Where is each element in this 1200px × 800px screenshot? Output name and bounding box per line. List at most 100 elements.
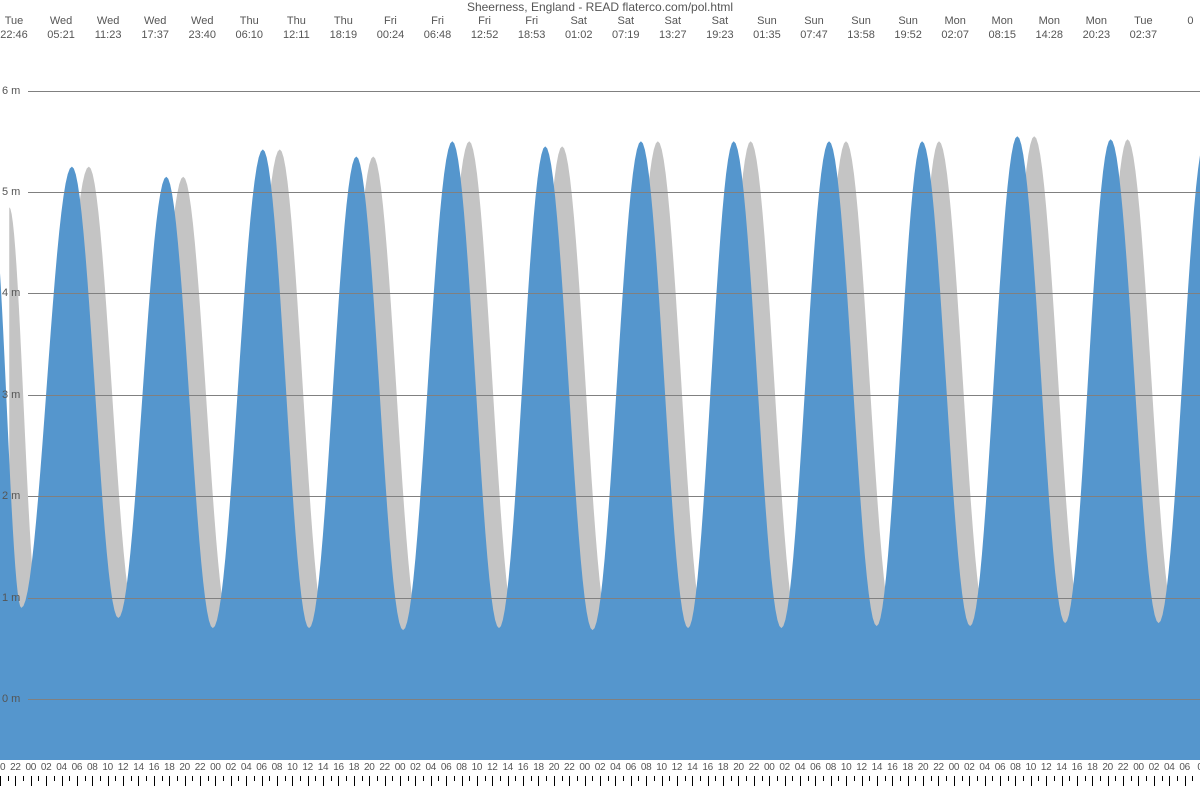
timestamp-label: Sun19:52 (884, 14, 932, 42)
x-minor-tick (577, 776, 578, 781)
x-major-tick (462, 776, 463, 786)
y-tick-label: 1 m (2, 592, 20, 604)
x-minor-tick (269, 776, 270, 781)
x-minor-tick (454, 776, 455, 781)
x-minor-tick (469, 776, 470, 781)
x-minor-tick (531, 776, 532, 781)
x-major-tick (446, 776, 447, 786)
x-minor-tick (946, 776, 947, 781)
x-major-tick (938, 776, 939, 786)
timestamp-label: Sat19:23 (696, 14, 744, 42)
x-major-tick (477, 776, 478, 786)
x-major-tick (46, 776, 47, 786)
x-minor-tick (438, 776, 439, 781)
y-tick-label: 0 m (2, 693, 20, 705)
x-minor-tick (638, 776, 639, 781)
x-minor-tick (1023, 776, 1024, 781)
x-major-tick (523, 776, 524, 786)
timestamp-label: Fri18:53 (508, 14, 556, 42)
x-minor-tick (85, 776, 86, 781)
y-tick-label: 2 m (2, 490, 20, 502)
x-major-tick (631, 776, 632, 786)
x-minor-tick (1131, 776, 1132, 781)
x-minor-tick (23, 776, 24, 781)
x-minor-tick (1177, 776, 1178, 781)
x-major-tick (154, 776, 155, 786)
x-major-tick (585, 776, 586, 786)
y-tick-label: 6 m (2, 85, 20, 97)
timestamp-label: Tue02:37 (1119, 14, 1167, 42)
x-minor-tick (177, 776, 178, 781)
plot-area: 0 m1 m2 m3 m4 m5 m6 m (0, 50, 1200, 760)
x-hour-label: 0 (1191, 762, 1200, 773)
y-gridline (28, 598, 1200, 599)
x-major-tick (492, 776, 493, 786)
x-minor-tick (392, 776, 393, 781)
x-major-tick (954, 776, 955, 786)
x-major-tick (677, 776, 678, 786)
x-major-tick (846, 776, 847, 786)
timestamp-label: Sun13:58 (837, 14, 885, 42)
x-minor-tick (285, 776, 286, 781)
x-major-tick (1169, 776, 1170, 786)
x-major-tick (369, 776, 370, 786)
x-major-tick (831, 776, 832, 786)
x-major-tick (123, 776, 124, 786)
x-minor-tick (331, 776, 332, 781)
x-minor-tick (408, 776, 409, 781)
x-minor-tick (685, 776, 686, 781)
x-minor-tick (715, 776, 716, 781)
timestamp-label: 0 (1166, 14, 1200, 28)
x-major-tick (800, 776, 801, 786)
x-minor-tick (362, 776, 363, 781)
x-major-tick (200, 776, 201, 786)
x-major-tick (0, 776, 1, 786)
x-minor-tick (1192, 776, 1193, 781)
x-major-tick (723, 776, 724, 786)
x-minor-tick (8, 776, 9, 781)
x-major-tick (31, 776, 32, 786)
x-major-tick (308, 776, 309, 786)
x-major-tick (400, 776, 401, 786)
x-major-tick (662, 776, 663, 786)
x-minor-tick (931, 776, 932, 781)
x-major-tick (923, 776, 924, 786)
x-minor-tick (1115, 776, 1116, 781)
x-minor-tick (146, 776, 147, 781)
x-minor-tick (869, 776, 870, 781)
x-minor-tick (854, 776, 855, 781)
x-major-tick (108, 776, 109, 786)
x-minor-tick (808, 776, 809, 781)
x-minor-tick (238, 776, 239, 781)
x-minor-tick (115, 776, 116, 781)
x-major-tick (877, 776, 878, 786)
x-minor-tick (592, 776, 593, 781)
x-minor-tick (700, 776, 701, 781)
x-major-tick (754, 776, 755, 786)
x-minor-tick (762, 776, 763, 781)
x-minor-tick (423, 776, 424, 781)
x-major-tick (600, 776, 601, 786)
timestamp-label: Fri06:48 (414, 14, 462, 42)
timestamp-label: Thu18:19 (319, 14, 367, 42)
x-minor-tick (1100, 776, 1101, 781)
x-minor-tick (1054, 776, 1055, 781)
x-major-tick (215, 776, 216, 786)
timestamp-label: Tue22:46 (0, 14, 38, 42)
timestamp-label: Mon20:23 (1072, 14, 1120, 42)
timestamp-label: Thu06:10 (225, 14, 273, 42)
x-major-tick (1108, 776, 1109, 786)
x-minor-tick (1008, 776, 1009, 781)
x-major-tick (185, 776, 186, 786)
timestamp-label: Sat01:02 (555, 14, 603, 42)
x-minor-tick (746, 776, 747, 781)
x-minor-tick (515, 776, 516, 781)
x-major-tick (1138, 776, 1139, 786)
x-major-tick (908, 776, 909, 786)
x-minor-tick (485, 776, 486, 781)
timestamp-label: Sun07:47 (790, 14, 838, 42)
x-minor-tick (915, 776, 916, 781)
x-minor-tick (731, 776, 732, 781)
x-major-tick (646, 776, 647, 786)
timestamp-label: Wed17:37 (131, 14, 179, 42)
